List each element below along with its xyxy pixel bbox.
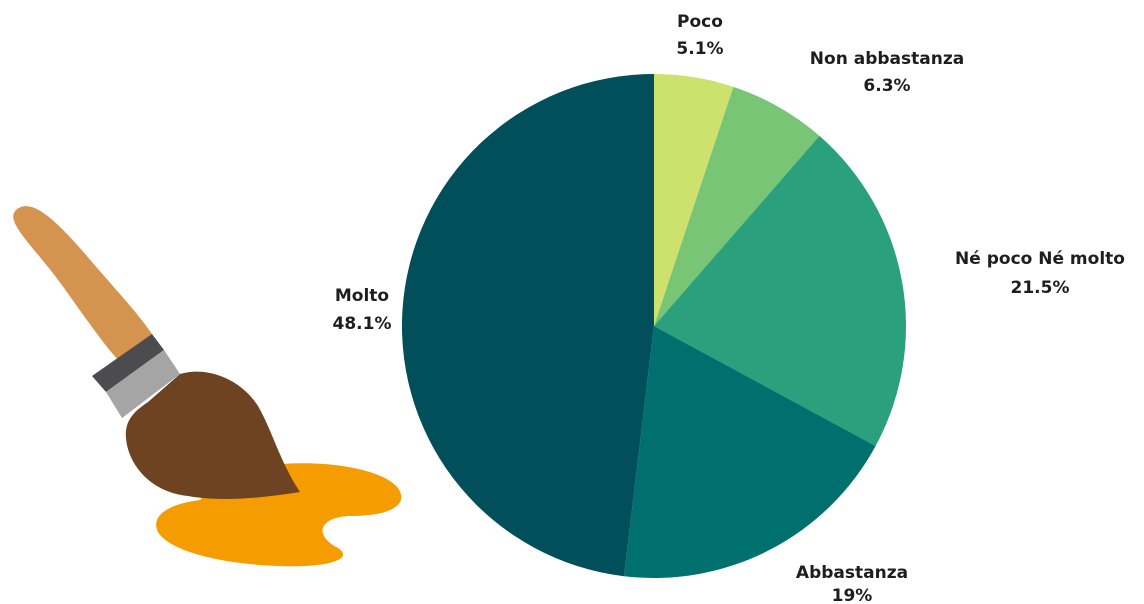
paintbrush-icon	[13, 206, 402, 567]
slice-labels: Poco 5.1% Non abbastanza 6.3% Né poco Né…	[333, 12, 1125, 604]
brush-band-dark	[92, 334, 164, 392]
label-non-abbastanza-name: Non abbastanza	[810, 49, 964, 69]
slice-poco	[654, 74, 734, 326]
label-abbastanza-name: Abbastanza	[796, 563, 908, 583]
label-ne-poco-ne-molto-name: Né poco Né molto	[955, 249, 1125, 269]
slice-molto	[401, 74, 654, 577]
label-non-abbastanza-value: 6.3%	[863, 76, 910, 96]
slice-ne-poco-ne-molto	[654, 135, 907, 447]
pie-chart	[401, 74, 907, 579]
label-molto-value: 48.1%	[333, 314, 392, 334]
label-poco-value: 5.1%	[676, 39, 723, 59]
label-poco-name: Poco	[677, 12, 723, 32]
brush-bristles	[125, 371, 300, 499]
brush-band-light	[106, 350, 180, 418]
label-ne-poco-ne-molto-value: 21.5%	[1011, 278, 1070, 298]
label-molto-name: Molto	[335, 286, 389, 306]
label-abbastanza-value: 19%	[832, 586, 873, 604]
slice-abbastanza	[623, 326, 876, 579]
brush-handle	[13, 206, 153, 360]
slice-non-abbastanza	[654, 86, 820, 326]
